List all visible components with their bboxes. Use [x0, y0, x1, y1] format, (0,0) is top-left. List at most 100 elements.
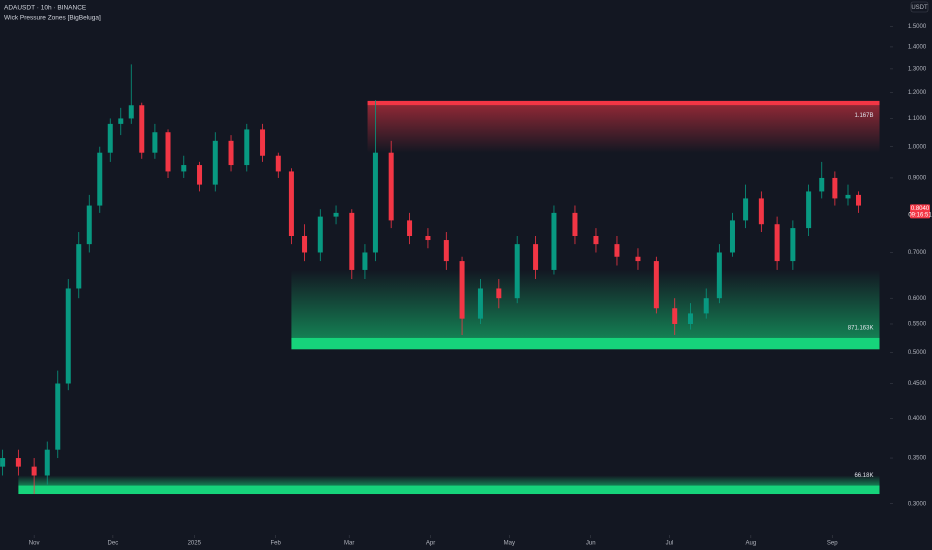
zone-fade: [291, 269, 880, 338]
countdown: 09:16:51: [908, 212, 932, 218]
candle-body: [572, 212, 578, 237]
candle-body: [362, 252, 368, 270]
candle-body: [496, 288, 502, 299]
x-tick-label: Jun: [586, 541, 596, 547]
y-tick-label: 1.0000: [908, 144, 927, 150]
y-tick-label: 0.9000: [908, 176, 927, 182]
candle-body: [845, 194, 851, 199]
candle-body: [729, 220, 735, 253]
candle-body: [653, 261, 659, 309]
candle-body: [407, 220, 413, 237]
candle-body: [614, 244, 620, 257]
candle-body: [635, 256, 641, 262]
candle-body: [593, 236, 599, 245]
last-price: 0.8040: [911, 206, 930, 212]
candle-body: [687, 313, 693, 324]
candle-body: [459, 261, 465, 319]
candle-body: [260, 129, 266, 156]
candle-body: [31, 466, 37, 476]
candle-body: [743, 198, 749, 221]
candle-body: [97, 152, 103, 206]
candle-body: [165, 132, 171, 172]
zone-fade: [367, 105, 880, 153]
zone-fade: [18, 475, 880, 486]
x-tick-label: Feb: [270, 541, 281, 547]
candle-body: [672, 308, 678, 324]
candle-body: [302, 236, 308, 253]
candle-body: [244, 129, 250, 166]
y-tick-label: 0.7000: [908, 250, 927, 256]
candle-body: [349, 212, 355, 270]
candle-body: [388, 152, 394, 221]
candle-body: [551, 212, 557, 270]
x-tick-label: May: [504, 541, 515, 547]
candle-body: [228, 140, 234, 166]
candle-body: [65, 288, 71, 384]
zone-band: [18, 485, 880, 495]
x-tick-label: Nov: [29, 541, 40, 547]
candle-body: [15, 458, 21, 467]
y-tick-label: 1.4000: [908, 45, 927, 51]
x-tick-label: Sep: [827, 541, 838, 547]
candle-body: [703, 298, 709, 314]
candle-body: [790, 228, 796, 262]
y-tick-label: 0.3000: [908, 501, 927, 507]
chart-title: ADAUSDT · 10h · BINANCE: [4, 5, 87, 12]
x-tick-label: 2025: [188, 541, 202, 547]
currency[interactable]: USDT: [911, 5, 928, 11]
y-tick-label: 1.3000: [908, 66, 927, 72]
candle-body: [197, 165, 203, 185]
candle-body: [819, 177, 825, 192]
indicator-name: Wick Pressure Zones [BigBeluga]: [4, 15, 101, 22]
candle-body: [128, 105, 134, 119]
candle-body: [774, 224, 780, 262]
candle-body: [86, 205, 92, 245]
zone-label: 871.163K: [848, 325, 874, 331]
candle-body: [372, 152, 378, 253]
candle-body: [55, 383, 61, 450]
y-tick-label: 0.3500: [908, 456, 927, 462]
candle-body: [855, 194, 861, 206]
candle-body: [716, 252, 722, 299]
x-tick-label: Jul: [666, 541, 674, 547]
candle-body: [118, 118, 124, 124]
y-tick-label: 1.2000: [908, 90, 927, 96]
candle-body: [317, 216, 323, 253]
candle-body: [181, 165, 187, 172]
zone-band: [367, 100, 880, 106]
y-tick-label: 0.6000: [908, 296, 927, 302]
candle-body: [44, 449, 50, 476]
candle-body: [212, 140, 218, 185]
zone-label: 1.167B: [854, 113, 873, 119]
y-tick-label: 0.5000: [908, 350, 927, 356]
candle-body: [275, 155, 281, 172]
y-tick-label: 0.4000: [908, 416, 927, 422]
y-tick-label: 1.1000: [908, 116, 927, 122]
x-tick-label: Dec: [108, 541, 119, 547]
currency-box[interactable]: [910, 1, 929, 13]
candle-body: [107, 123, 113, 153]
y-tick-label: 0.4500: [908, 381, 927, 387]
candle-body: [425, 236, 431, 241]
y-tick-label: 1.5000: [908, 24, 927, 30]
x-tick-label: Aug: [746, 541, 757, 547]
candle-body: [533, 244, 539, 270]
candle-body: [477, 288, 483, 319]
candle-body: [443, 240, 449, 262]
candle-body: [0, 458, 6, 467]
zone-band: [291, 337, 880, 350]
y-tick-label: 0.5500: [908, 322, 927, 328]
candle-body: [139, 105, 145, 153]
x-tick-label: Mar: [344, 541, 354, 547]
candle-body: [333, 212, 339, 217]
candle-body: [758, 198, 764, 225]
zone-label: 66.18K: [854, 473, 873, 479]
candle-body: [288, 171, 294, 237]
x-tick-label: Apr: [426, 541, 435, 547]
candle-body: [152, 132, 158, 153]
last-price-tag: [910, 204, 930, 219]
candle-body: [806, 191, 812, 229]
candle-body: [76, 244, 82, 289]
